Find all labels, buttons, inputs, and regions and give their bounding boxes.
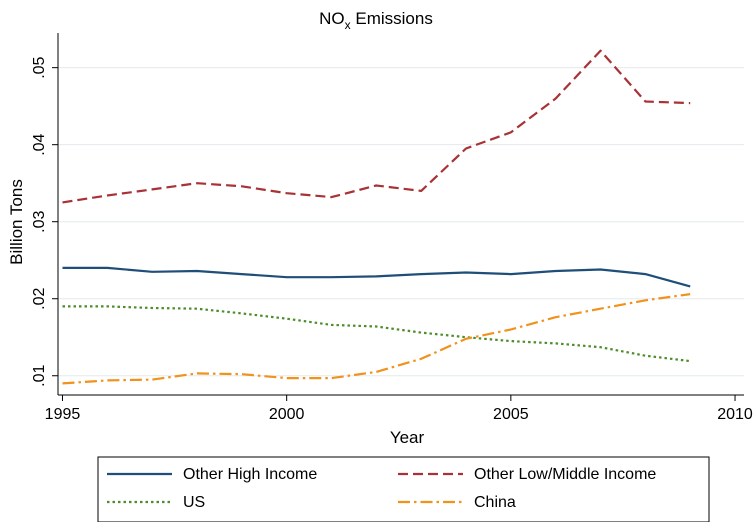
y-axis-title: Billion Tons <box>7 179 26 265</box>
legend-label: Other Low/Middle Income <box>474 466 656 483</box>
x-tick-label: 2005 <box>493 406 529 423</box>
series-line-other-high-income <box>62 266 691 288</box>
chart-title: NOx Emissions <box>319 9 433 32</box>
legend-label: Other High Income <box>183 466 317 483</box>
y-tick-label: .05 <box>31 56 48 78</box>
legend-label: China <box>474 494 516 511</box>
legend-label: US <box>183 494 205 511</box>
y-tick-label: .03 <box>31 210 48 232</box>
series-layer <box>62 49 691 385</box>
y-tick-label: .01 <box>31 365 48 387</box>
series-line-us <box>62 305 691 363</box>
x-tick-label: 2010 <box>717 406 753 423</box>
y-tick-label: .02 <box>31 288 48 310</box>
gridlines <box>58 67 744 377</box>
axes <box>57 33 744 396</box>
x-tick-label: 1995 <box>45 406 81 423</box>
legend-box <box>97 456 710 522</box>
ticks: 1995 2000 2005 2010 .01 .02 .03 .04 .05 <box>31 56 753 423</box>
series-line-other-low-middle-income <box>62 49 691 204</box>
x-axis-title: Year <box>390 428 425 447</box>
y-tick-label: .04 <box>31 133 48 155</box>
x-tick-label: 2000 <box>269 406 305 423</box>
legend: Other High Income Other Low/Middle Income… <box>97 456 710 522</box>
